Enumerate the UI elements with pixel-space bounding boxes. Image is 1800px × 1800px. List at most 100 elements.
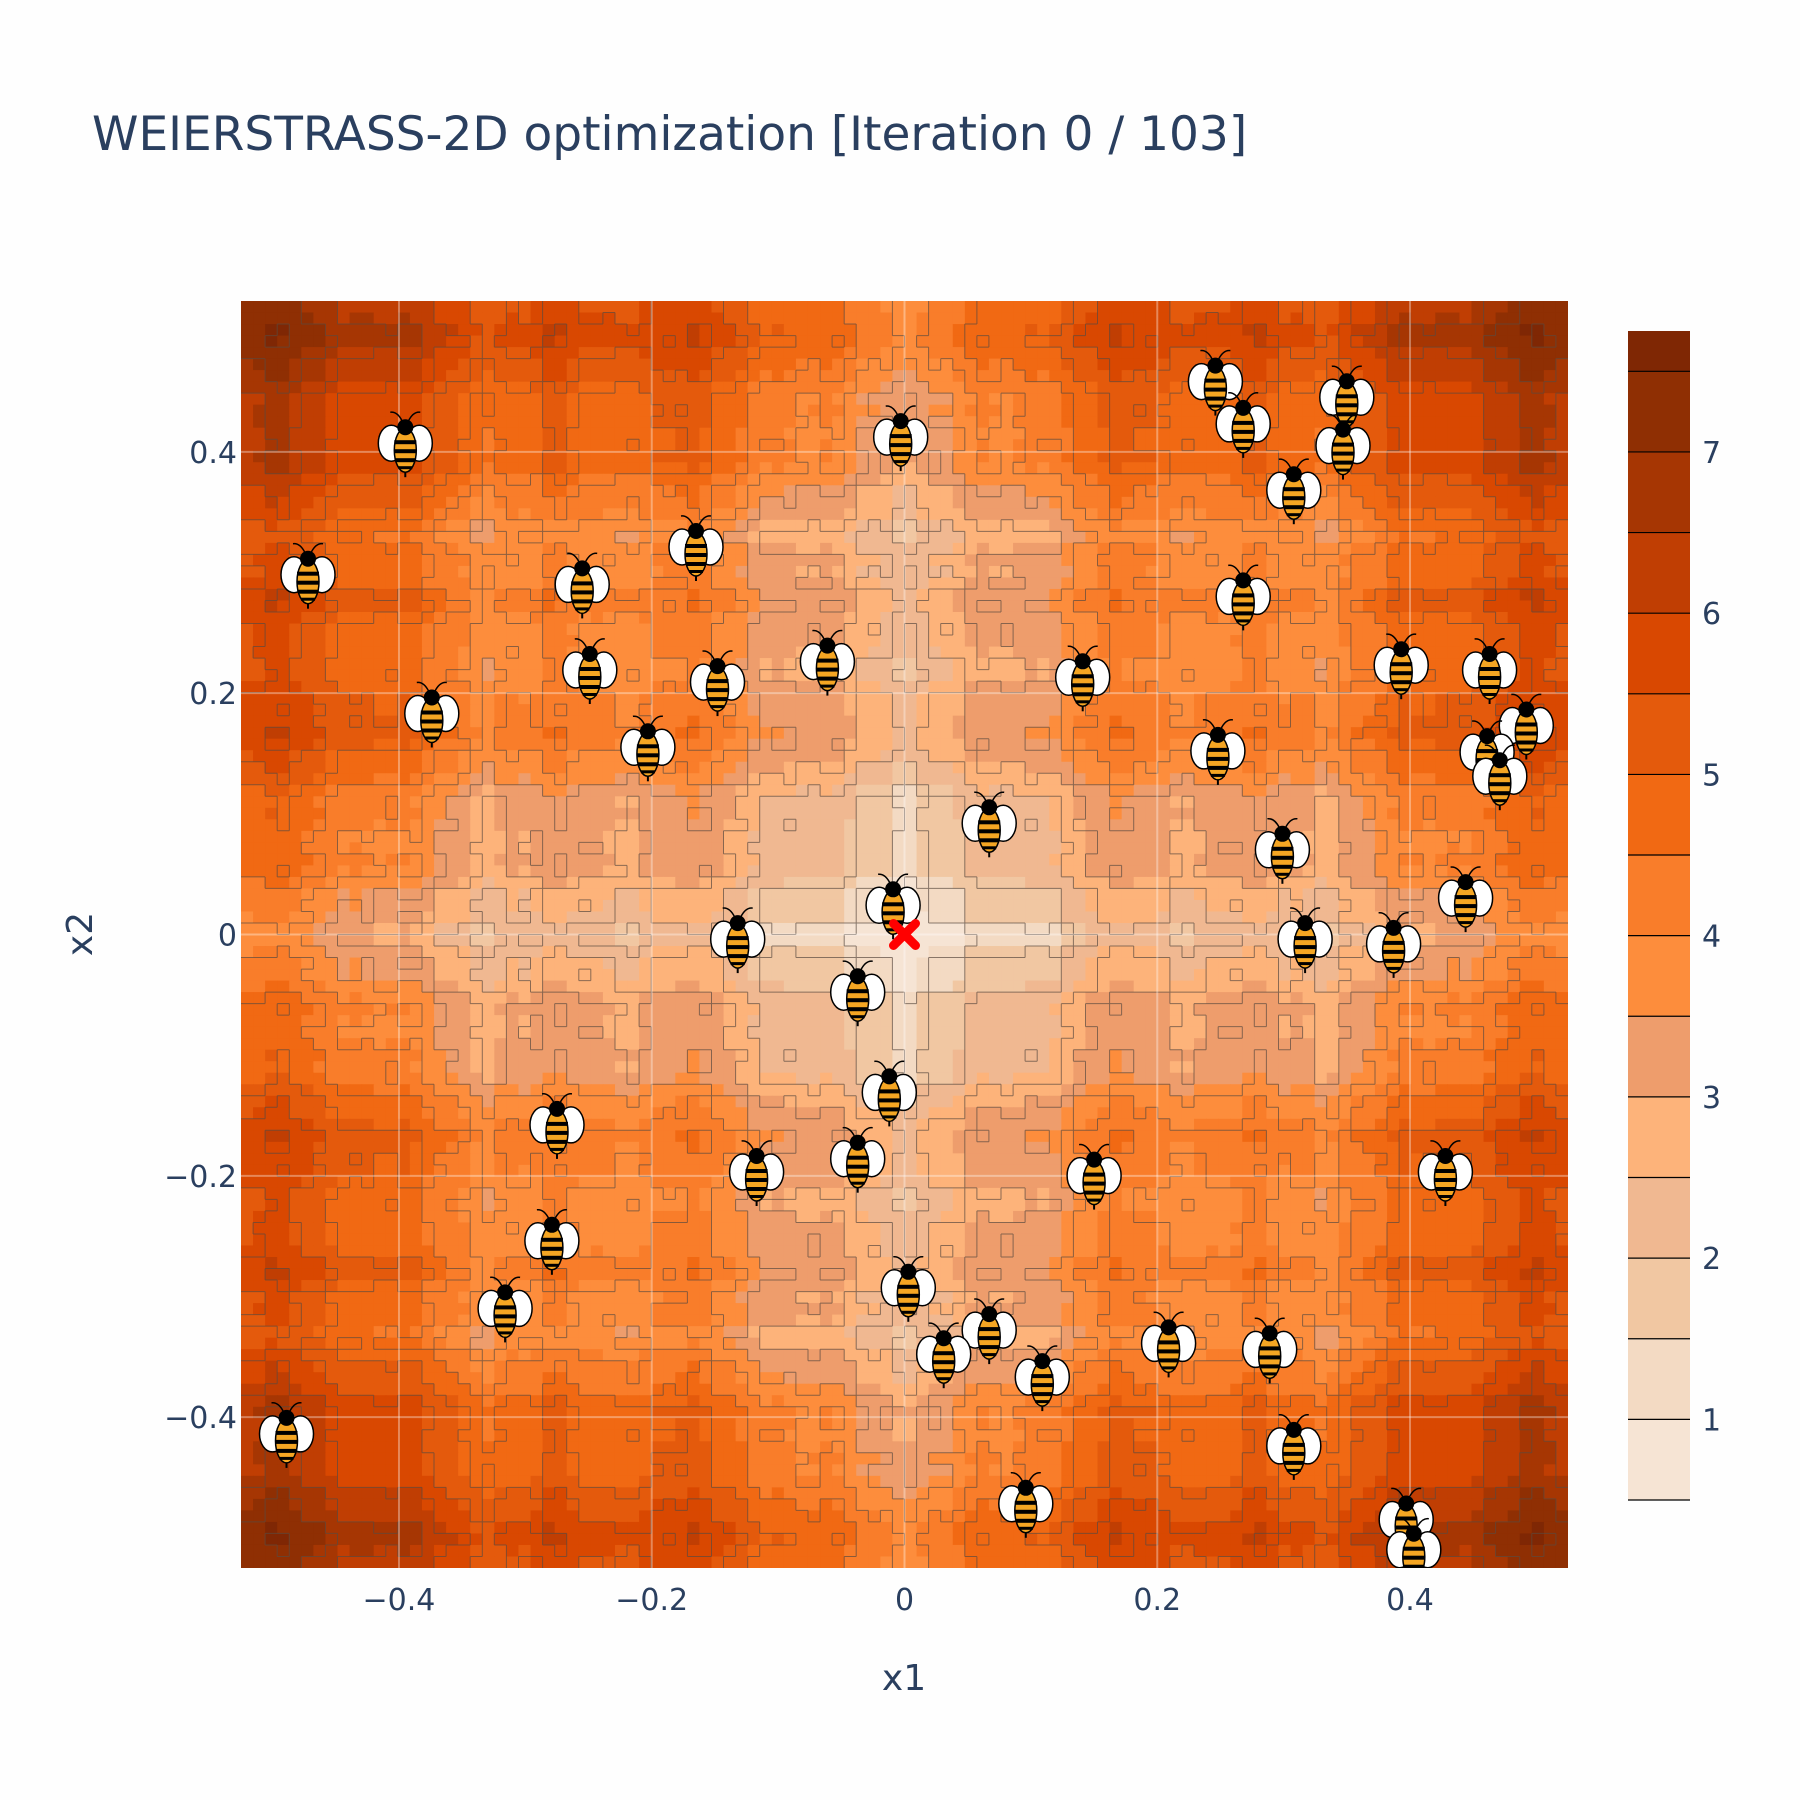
contour-cell [301,761,314,774]
contour-cell [337,554,351,567]
contour-cell [988,704,1002,717]
contour-cell [1266,681,1280,694]
contour-cell [1073,761,1087,774]
contour-cell [1085,312,1099,325]
contour-cell [506,646,520,659]
contour-cell [530,658,544,671]
contour-cell [470,404,483,417]
contour-cell [265,335,278,348]
contour-cell [1097,761,1111,774]
contour-cell [1423,738,1436,751]
contour-cell [554,335,568,348]
contour-cell [699,427,713,440]
contour-cell [759,381,773,394]
contour-cell [1399,796,1412,809]
contour-cell [904,727,918,740]
contour-cell [1411,542,1424,555]
contour-cell [892,669,906,682]
contour-cell [1061,473,1074,486]
contour-cell [373,496,387,509]
contour-cell [1447,773,1461,786]
contour-cell [940,347,954,360]
contour-cell [723,623,737,636]
contour-cell [494,485,507,498]
contour-cell [470,738,483,751]
contour-cell [795,473,809,486]
contour-cell [1338,542,1352,555]
contour-cell [1278,381,1292,394]
contour-cell [1145,646,1159,659]
contour-cell [1121,611,1135,625]
contour-cell [1001,635,1014,648]
contour-cell [1326,416,1340,429]
contour-cell [663,381,676,394]
contour-cell [373,646,387,659]
contour-cell [1266,393,1280,406]
contour-cell [1399,577,1412,590]
contour-cell [723,531,737,544]
contour-cell [578,750,592,763]
contour-cell [1097,588,1111,602]
contour-cell [832,773,845,786]
contour-cell [1121,427,1135,440]
contour-cell [711,450,725,463]
contour-cell [723,750,737,763]
contour-cell [675,588,688,602]
contour-cell [1073,450,1087,463]
contour-cell [518,692,532,705]
contour-cell [807,727,821,740]
contour-cell [868,611,881,625]
contour-cell [1206,324,1219,337]
contour-cell [470,611,483,625]
contour-cell [1001,588,1014,602]
contour-cell [904,635,918,648]
contour-cell [783,485,797,498]
contour-cell [1290,416,1304,429]
contour-cell [253,773,266,786]
contour-cell [1037,784,1050,797]
contour-cell [735,439,749,452]
contour-cell [1025,704,1038,717]
contour-cell [530,773,544,786]
contour-cell [856,381,869,394]
contour-cell [1133,324,1147,337]
contour-cell [602,416,616,429]
contour-cell [1471,692,1485,705]
contour-cell [988,784,1002,797]
contour-cell [1001,462,1014,475]
contour-cell [735,819,749,832]
contour-cell [795,301,809,314]
contour-cell [518,784,532,797]
contour-cell [458,312,471,325]
contour-cell [325,692,339,705]
contour-cell [1001,393,1014,406]
contour-cell [771,531,785,544]
contour-cell [880,669,894,682]
contour-cell [1278,692,1292,705]
contour-cell [1447,577,1461,590]
contour-cell [1459,301,1473,314]
contour-cell [735,554,749,567]
contour-cell [1266,669,1280,682]
contour-cell [1374,312,1388,325]
contour-cell [434,796,447,809]
contour-cell [928,393,942,406]
contour-cell [494,819,507,832]
contour-cell [1555,485,1568,498]
contour-cell [856,462,869,475]
contour-cell [482,819,495,832]
contour-cell [1543,635,1557,648]
contour-cell [1049,312,1062,325]
contour-cell [277,324,290,337]
contour-cell [301,773,314,786]
contour-cell [253,473,266,486]
contour-cell [1121,796,1135,809]
contour-cell [1181,312,1195,325]
contour-cell [1133,531,1147,544]
contour-cell [1507,577,1521,590]
contour-cell [1399,324,1412,337]
contour-cell [1097,715,1111,728]
contour-cell [1302,393,1316,406]
contour-cell [627,669,640,682]
contour-cell [928,588,942,602]
